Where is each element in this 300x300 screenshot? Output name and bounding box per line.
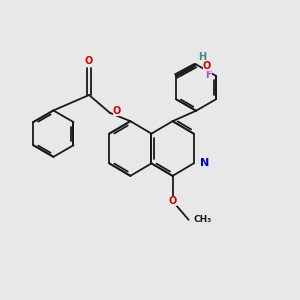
Text: O: O — [169, 196, 177, 206]
Text: N: N — [200, 158, 209, 168]
Text: CH₃: CH₃ — [193, 215, 211, 224]
Text: O: O — [203, 61, 211, 70]
Text: H: H — [198, 52, 206, 62]
Text: O: O — [113, 106, 121, 116]
Text: O: O — [85, 56, 93, 66]
Text: F: F — [205, 70, 212, 80]
